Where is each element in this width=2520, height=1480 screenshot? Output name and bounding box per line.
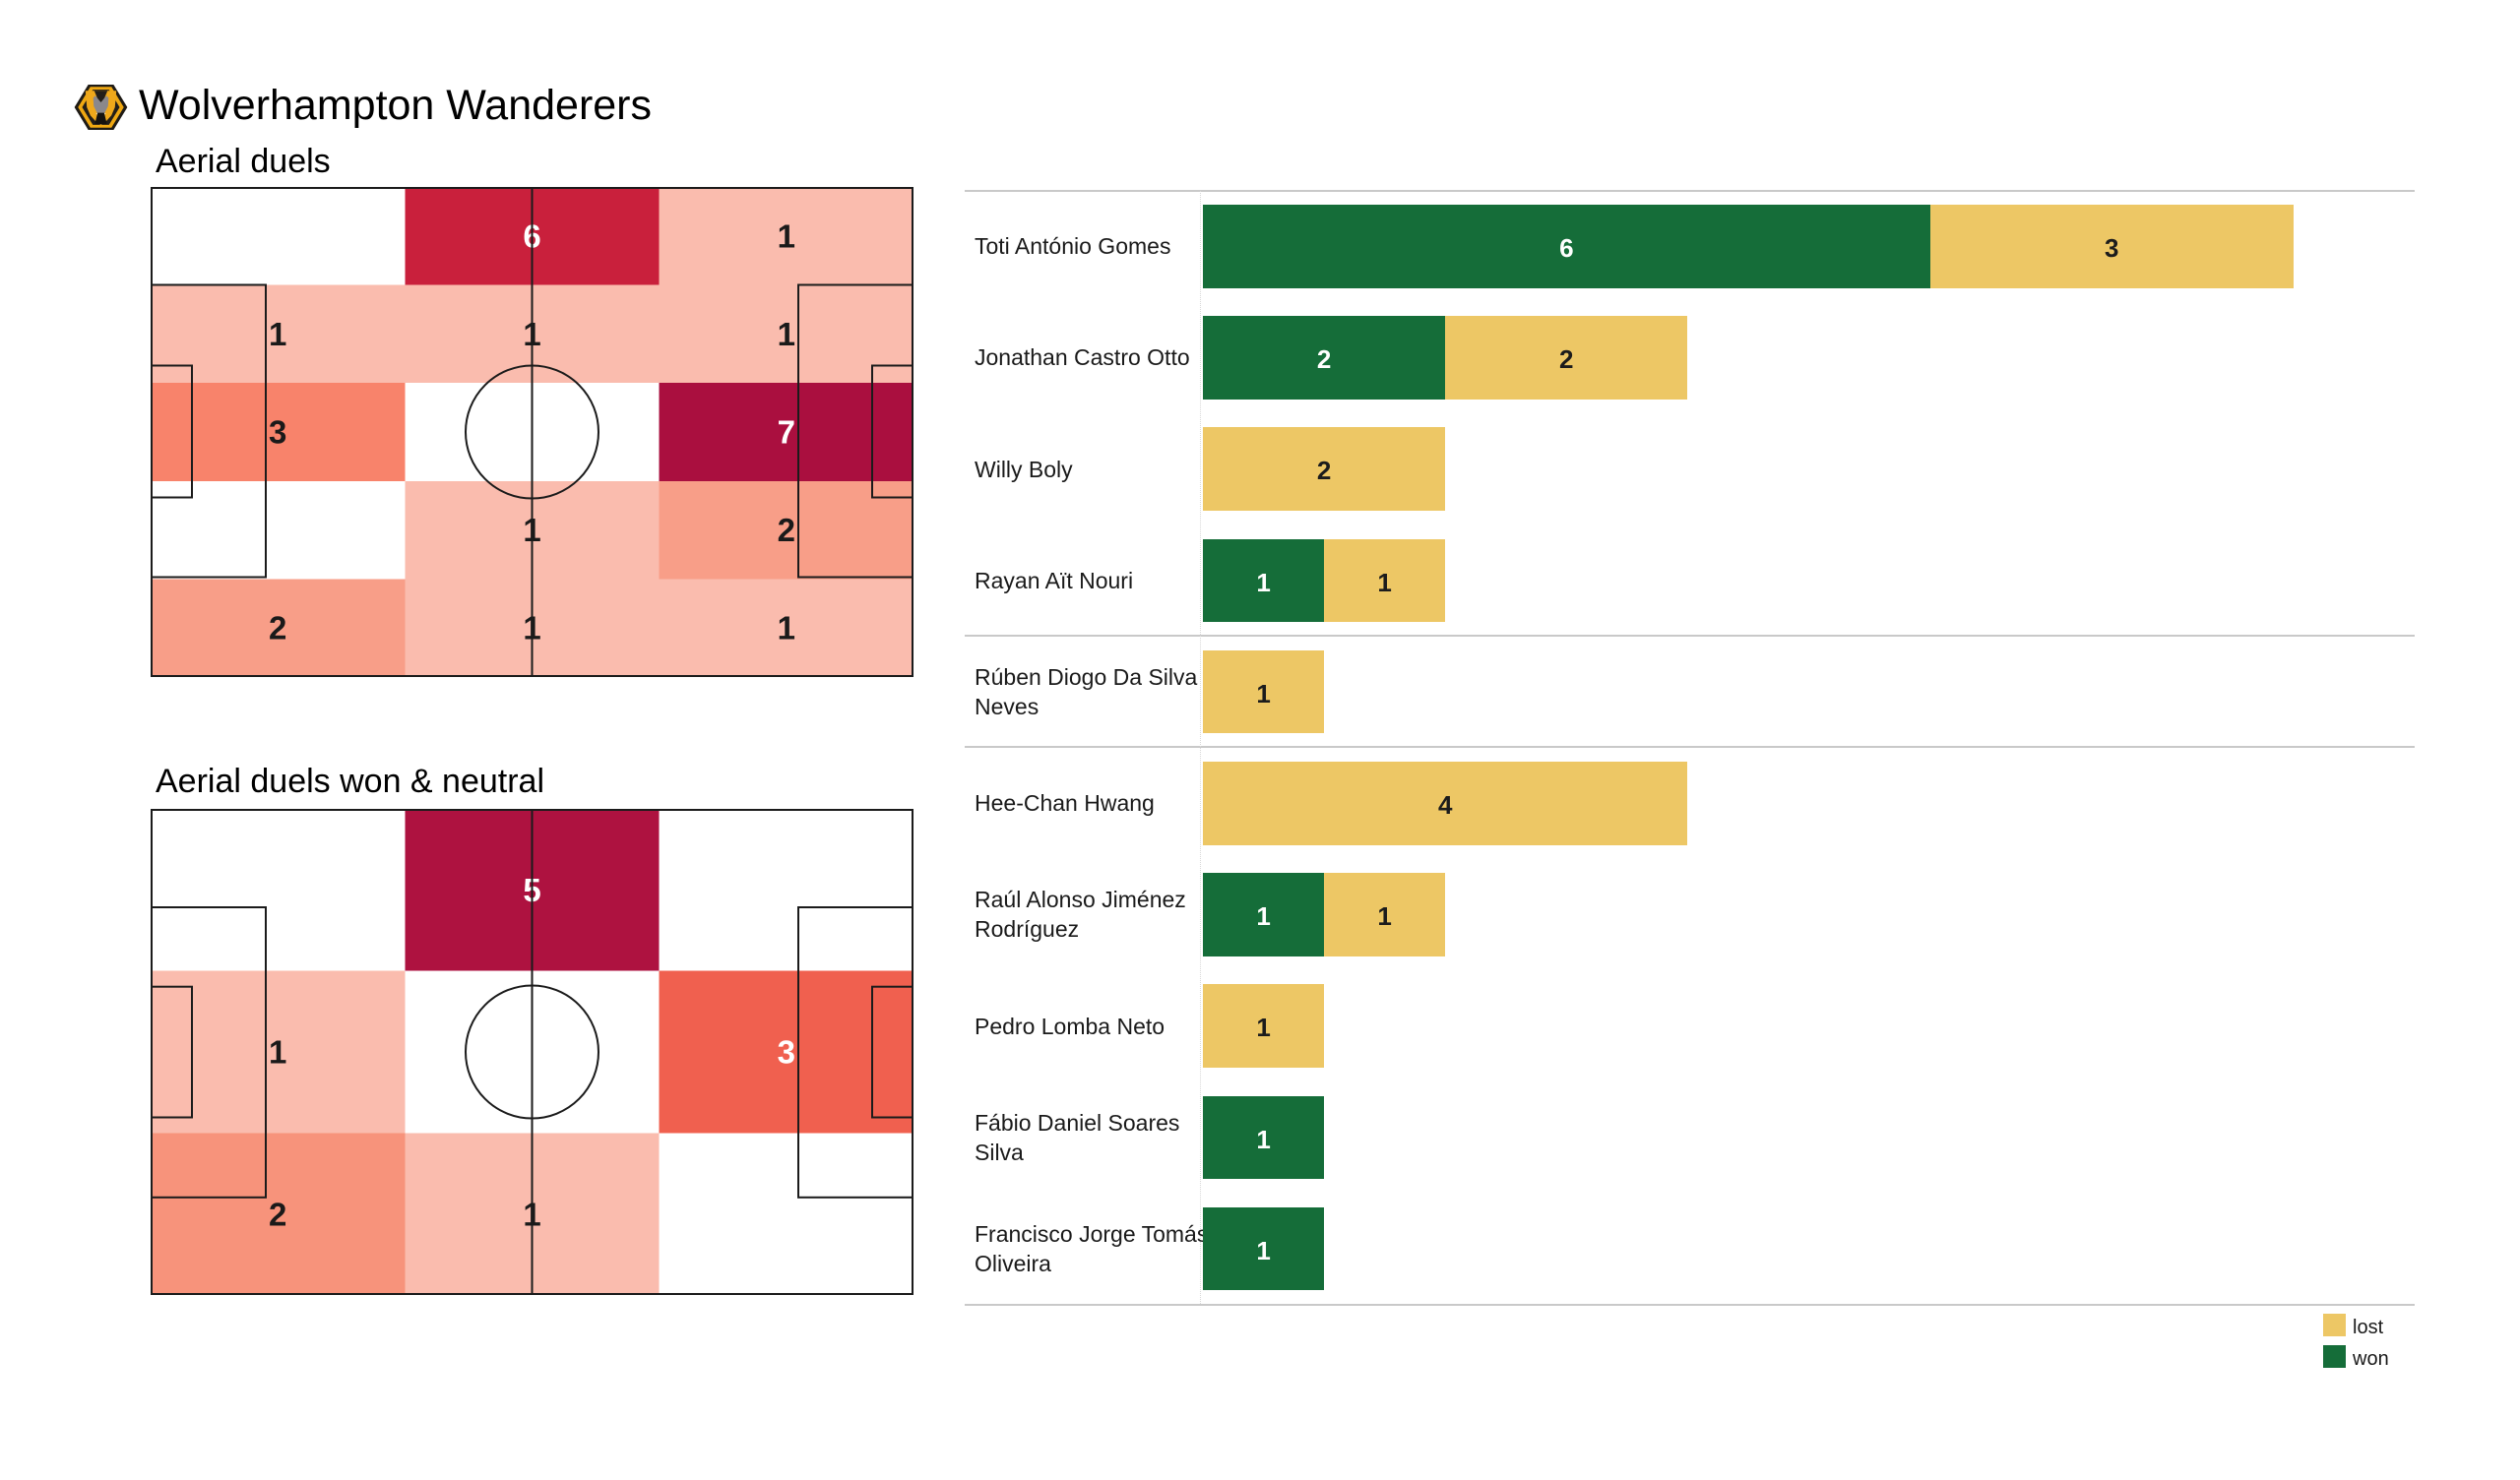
svg-text:1: 1 bbox=[269, 1034, 286, 1071]
svg-text:1: 1 bbox=[778, 217, 795, 254]
svg-text:1: 1 bbox=[778, 316, 795, 352]
svg-text:1: 1 bbox=[269, 316, 286, 352]
svg-text:2: 2 bbox=[778, 512, 795, 548]
svg-text:1: 1 bbox=[778, 610, 795, 647]
svg-text:3: 3 bbox=[778, 1034, 795, 1071]
svg-text:3: 3 bbox=[269, 414, 286, 451]
svg-text:7: 7 bbox=[778, 414, 795, 451]
svg-text:2: 2 bbox=[269, 1196, 286, 1232]
svg-text:2: 2 bbox=[269, 610, 286, 647]
